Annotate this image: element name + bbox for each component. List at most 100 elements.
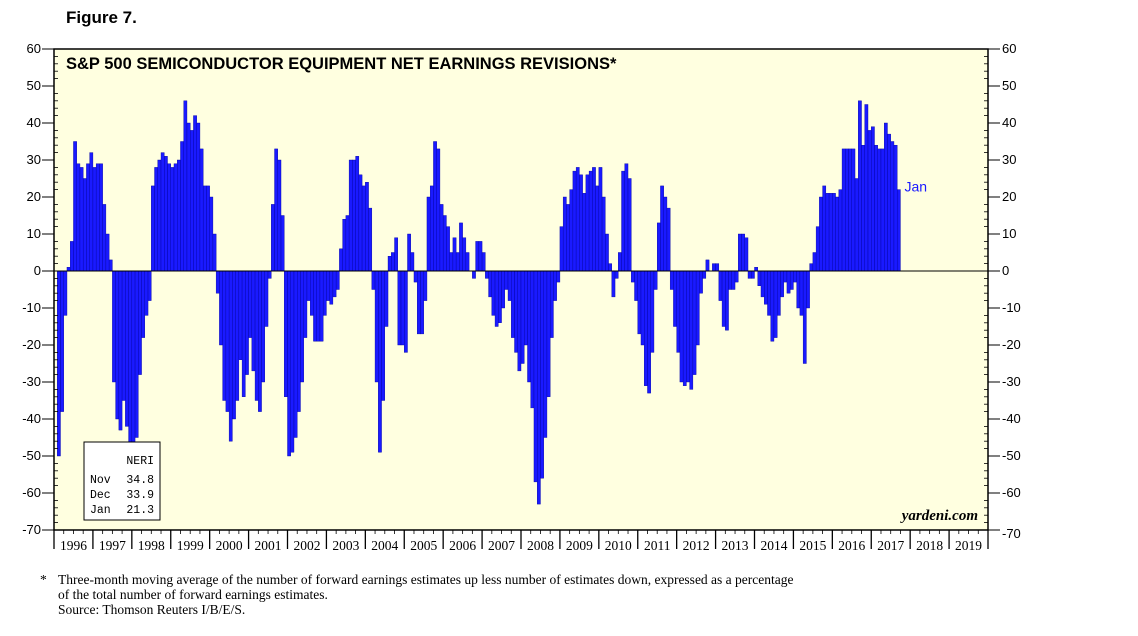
bar: [777, 270, 781, 316]
bar: [420, 270, 424, 335]
bar: [319, 270, 324, 342]
bar: [374, 270, 379, 383]
bar: [825, 193, 830, 272]
y-tick-label-right: -10: [1002, 300, 1021, 315]
y-tick-label-right: -50: [1002, 448, 1021, 463]
bar: [238, 270, 243, 361]
bar: [326, 270, 330, 301]
bar: [871, 126, 875, 272]
bar: [66, 267, 71, 272]
y-tick-label-right: 60: [1002, 41, 1016, 56]
bar: [381, 270, 385, 401]
bar: [874, 144, 878, 272]
bar: [858, 100, 862, 272]
bar: [686, 270, 690, 383]
bar: [507, 270, 512, 301]
x-tick-label: 2002: [293, 538, 320, 553]
bar: [527, 270, 531, 383]
x-tick-label: 2003: [332, 538, 359, 553]
bar: [751, 270, 755, 279]
figure-label: Figure 7.: [66, 8, 137, 27]
bar: [170, 167, 175, 272]
bar: [647, 270, 651, 394]
bar: [345, 215, 350, 272]
bar: [660, 185, 664, 272]
bar: [884, 122, 888, 272]
bar: [322, 270, 327, 316]
bar: [832, 193, 836, 272]
y-tick-label-right: 10: [1002, 226, 1016, 241]
bar: [841, 148, 846, 272]
bar: [378, 270, 382, 453]
bar: [835, 196, 840, 272]
bar: [673, 270, 677, 327]
footnote-source: Source: Thomson Reuters I/B/E/S.: [58, 602, 246, 617]
bar: [504, 270, 509, 290]
x-tick-label: 2012: [683, 538, 710, 553]
bar: [896, 189, 901, 272]
bar: [624, 163, 629, 272]
bar: [82, 178, 87, 272]
bar: [738, 233, 742, 272]
bar: [73, 141, 77, 272]
bar: [108, 259, 113, 272]
bar: [631, 270, 635, 283]
bar: [767, 270, 771, 316]
y-tick-label-right: 30: [1002, 152, 1016, 167]
bar: [391, 252, 395, 272]
bar: [167, 163, 171, 272]
y-tick-label-right: -20: [1002, 337, 1021, 352]
footnote-line: Three-month moving average of the number…: [58, 572, 794, 587]
bar: [147, 270, 152, 301]
bar: [789, 270, 794, 290]
bar: [472, 270, 476, 279]
bar: [699, 270, 703, 294]
bar: [348, 159, 353, 272]
y-tick-label-left: 30: [27, 152, 41, 167]
bar: [303, 270, 308, 338]
bar: [423, 270, 428, 301]
bar: [845, 148, 849, 272]
bar: [657, 222, 661, 272]
bar: [407, 233, 411, 272]
bar: [400, 270, 405, 346]
y-tick-label-left: 0: [34, 263, 41, 278]
bar: [404, 270, 408, 353]
bar: [747, 270, 752, 279]
bar: [254, 270, 259, 401]
bar: [695, 270, 700, 346]
bar: [481, 252, 486, 272]
neri-table-frame: [83, 441, 161, 521]
bar: [537, 270, 541, 505]
bar: [478, 241, 483, 272]
bar: [867, 130, 872, 272]
bar: [741, 233, 745, 272]
bar: [459, 222, 463, 272]
bar: [579, 174, 583, 272]
bar: [757, 270, 762, 287]
y-tick-label-left: 20: [27, 189, 41, 204]
y-tick-label-left: -30: [22, 374, 41, 389]
bar: [520, 270, 525, 364]
bar: [251, 270, 256, 372]
bar: [232, 270, 236, 420]
bar: [705, 259, 710, 272]
bar: [725, 270, 729, 331]
bar: [793, 270, 797, 283]
y-tick-label-right: -40: [1002, 411, 1021, 426]
x-tick-label: 2018: [916, 538, 943, 553]
bar: [297, 270, 301, 412]
bar: [786, 270, 791, 294]
bar: [728, 270, 732, 290]
bar: [682, 270, 687, 386]
bar: [105, 233, 110, 272]
bar: [575, 167, 580, 272]
bar: [76, 163, 81, 272]
bar: [621, 170, 625, 272]
bar: [449, 252, 454, 272]
bar: [669, 270, 674, 290]
bar: [209, 196, 214, 272]
y-tick-label-left: -60: [22, 485, 41, 500]
bar: [173, 163, 178, 272]
bar: [361, 185, 366, 272]
